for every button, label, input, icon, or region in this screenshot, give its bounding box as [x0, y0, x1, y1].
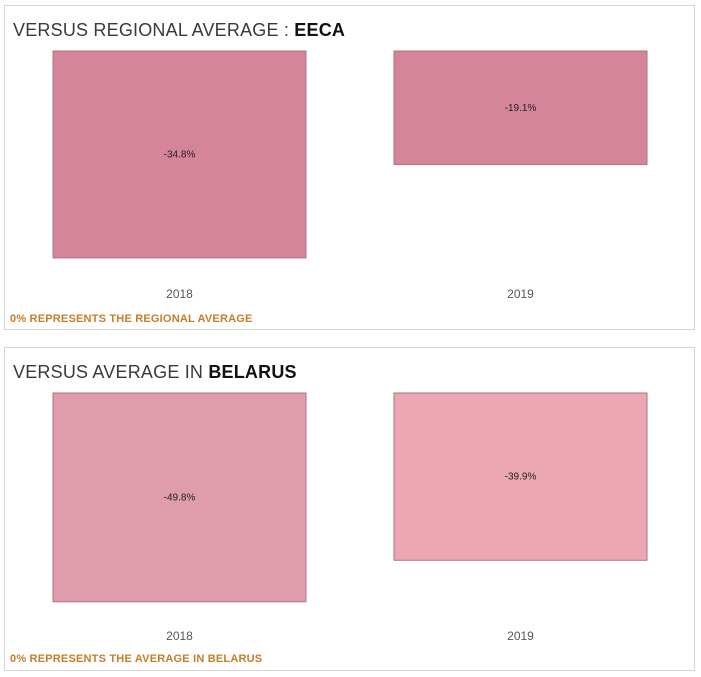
chart-title-text: VERSUS AVERAGE IN — [13, 362, 204, 382]
bar-2018 — [52, 392, 307, 603]
chart-panel-country: VERSUS AVERAGE IN BELARUS -49.8% 2018 -39.… — [4, 347, 695, 671]
bar-data-label: -39.9% — [505, 472, 537, 483]
bar-chart-country: -49.8% 2018 -39.9% 2019 — [52, 392, 648, 643]
bar-data-label: -49.8% — [164, 492, 196, 503]
x-tick-label: 2018 — [166, 287, 193, 301]
x-tick-label: 2019 — [507, 629, 534, 643]
chart-title-text: VERSUS REGIONAL AVERAGE : — [13, 20, 290, 40]
chart-title: VERSUS AVERAGE IN BELARUS — [13, 362, 297, 383]
chart-footnote: 0% REPRESENTS THE AVERAGE IN BELARUS — [10, 653, 263, 665]
bar-2019 — [393, 50, 648, 166]
bar-2019 — [393, 392, 648, 561]
chart-title: VERSUS REGIONAL AVERAGE : EECA — [13, 20, 345, 41]
bar-chart-regional: -34.8% 2018 -19.1% 2019 — [52, 50, 648, 301]
x-tick-label: 2018 — [166, 629, 193, 643]
bar-data-label: -34.8% — [164, 149, 196, 160]
chart-panel-regional: VERSUS REGIONAL AVERAGE : EECA -34.8% 201… — [4, 5, 695, 330]
chart-title-region: EECA — [294, 20, 346, 40]
chart-footnote: 0% REPRESENTS THE REGIONAL AVERAGE — [10, 313, 253, 325]
x-tick-label: 2019 — [507, 287, 534, 301]
bar-2018 — [52, 50, 307, 259]
chart-title-country: BELARUS — [208, 362, 297, 382]
bar-data-label: -19.1% — [505, 103, 537, 114]
